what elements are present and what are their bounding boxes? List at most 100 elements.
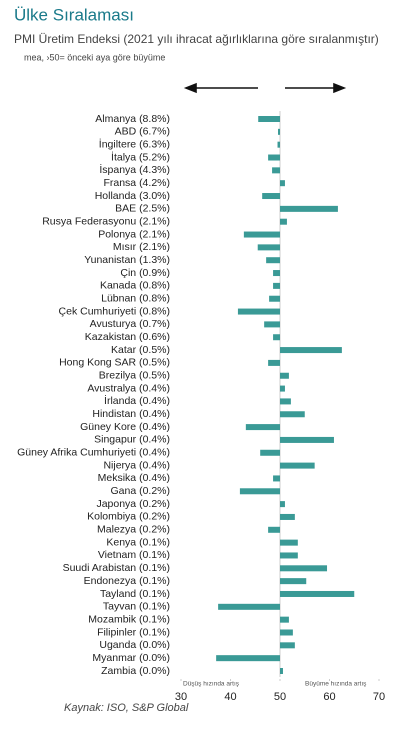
bar (268, 154, 280, 161)
y-tick-label: Avusturya (0.7%) (90, 318, 170, 330)
y-tick-label: Uganda (0.0%) (99, 639, 170, 651)
bar (237, 308, 280, 315)
y-tick-label: Mısır (2.1%) (113, 241, 170, 253)
x-tick-label: 50 (274, 691, 286, 703)
bar (266, 257, 280, 264)
y-tick-label: ABD (6.7%) (115, 126, 170, 138)
y-tick-label: Güney Afrika Cumhuriyeti (0.4%) (17, 447, 170, 459)
chart-title: Ülke Sıralaması (14, 5, 134, 24)
y-tick-label: Lübnan (0.8%) (101, 293, 170, 305)
direction-arrows (183, 82, 347, 94)
bar (280, 513, 295, 520)
y-tick-label: Çin (0.9%) (120, 267, 170, 279)
x-tick-label: 30 (175, 691, 187, 703)
bar (280, 501, 285, 508)
bar (280, 372, 289, 379)
y-tick-label: Kolombiya (0.2%) (87, 511, 170, 523)
bar (280, 590, 355, 597)
y-tick-label: Tayland (0.1%) (100, 588, 170, 600)
bar (280, 616, 289, 623)
y-tick-label: Brezilya (0.5%) (99, 370, 170, 382)
bar (280, 668, 283, 674)
bar (216, 655, 280, 662)
bar (280, 552, 298, 559)
y-tick-label: Hong Kong SAR (0.5%) (59, 357, 170, 369)
bar (277, 141, 280, 148)
y-tick-label: Katar (0.5%) (111, 344, 170, 356)
bar (258, 116, 280, 122)
y-tick-label: Myanmar (0.0%) (92, 652, 170, 664)
bar (273, 270, 280, 277)
y-tick-label: Kenya (0.1%) (106, 536, 170, 548)
bar (273, 475, 280, 482)
bar (273, 282, 280, 289)
y-tick-label: Mozambik (0.1%) (88, 613, 170, 625)
bar (280, 205, 338, 212)
bar (245, 424, 280, 431)
y-tick-label: Yunanistan (1.3%) (84, 254, 170, 266)
bar (272, 167, 280, 174)
bar (269, 295, 280, 302)
y-tick-label: Polonya (2.1%) (98, 228, 170, 240)
bar (280, 578, 307, 585)
y-tick-label: Kazakistan (0.6%) (85, 331, 170, 343)
bar (268, 359, 280, 366)
bar (278, 128, 280, 135)
right-arrow-head (333, 82, 347, 94)
y-tick-label: Rusya Federasyonu (2.1%) (42, 215, 170, 227)
bar (218, 603, 280, 610)
bar (280, 629, 293, 636)
y-tick-label: Japonya (0.2%) (96, 498, 170, 510)
bar (280, 436, 334, 443)
y-tick-label: BAE (2.5%) (115, 203, 170, 215)
bar (280, 565, 328, 572)
y-tick-label: Fransa (4.2%) (103, 177, 170, 189)
bar (280, 385, 285, 392)
y-tick-label: Kanada (0.8%) (100, 280, 170, 292)
x-tick-label: 60 (323, 691, 335, 703)
bar (268, 526, 280, 533)
x-tick-label: 40 (224, 691, 236, 703)
source: Kaynak: ISO, S&P Global (64, 702, 189, 714)
bar (257, 244, 280, 251)
bar (280, 218, 287, 225)
y-tick-label: İspanya (4.3%) (99, 163, 170, 176)
bar (264, 321, 280, 328)
y-tick-label: İrlanda (0.4%) (104, 394, 170, 407)
bar (280, 180, 285, 187)
right-annotation: Büyüme hızında artış (305, 681, 367, 688)
y-tick-label: Malezya (0.2%) (97, 524, 170, 536)
bar (280, 398, 291, 405)
bar (280, 347, 342, 354)
bar (273, 334, 280, 341)
y-tick-label: Hollanda (3.0%) (95, 190, 170, 202)
bar (280, 411, 305, 418)
y-tick-label: İngiltere (6.3%) (99, 137, 170, 150)
y-tick-label: Nijerya (0.4%) (103, 459, 170, 471)
y-tick-label: Tayvan (0.1%) (103, 601, 170, 613)
y-tick-label: Endonezya (0.1%) (84, 575, 170, 587)
left-arrow-head (183, 82, 197, 94)
y-tick-label: Suudi Arabistan (0.1%) (63, 562, 170, 574)
y-tick-label: Güney Kore (0.4%) (80, 421, 170, 433)
y-tick-label: Singapur (0.4%) (94, 434, 170, 446)
y-tick-label: Gana (0.2%) (110, 485, 170, 497)
bar (260, 449, 280, 456)
bar (280, 539, 298, 546)
y-tick-label: Filipinler (0.1%) (97, 626, 170, 638)
y-tick-label: Çek Cumhuriyeti (0.8%) (59, 305, 170, 317)
y-tick-label: Hindistan (0.4%) (92, 408, 170, 420)
y-tick-label: Meksika (0.4%) (98, 472, 170, 484)
y-tick-label: Avustralya (0.4%) (87, 382, 170, 394)
chart-note: mea, ›50= önceki aya göre büyüme (24, 52, 165, 62)
bar (280, 642, 295, 649)
y-tick-label: Almanya (8.8%) (95, 113, 170, 125)
bar (262, 193, 280, 200)
x-tick-label: 70 (373, 691, 385, 703)
bar (243, 231, 280, 238)
y-tick-label: Vietnam (0.1%) (98, 549, 170, 561)
left-annotation: Düşüş hızında artış (183, 681, 240, 688)
bar (280, 462, 315, 469)
bar (239, 488, 280, 495)
